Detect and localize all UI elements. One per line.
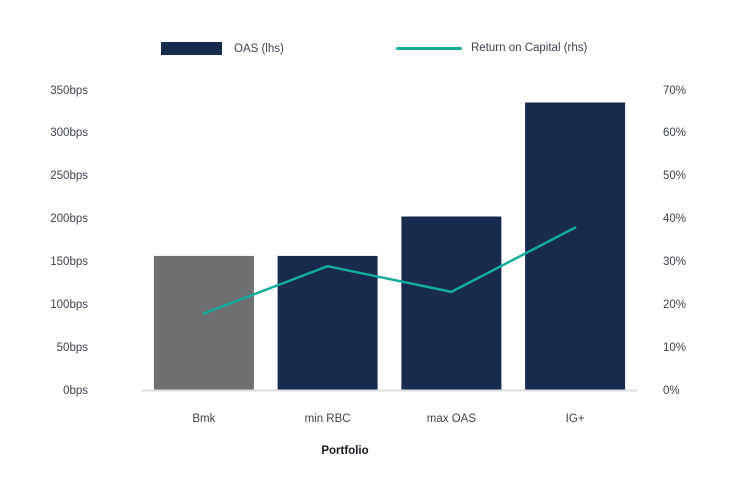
category-label: IG+ xyxy=(565,413,585,425)
left-axis-tick: 200bps xyxy=(50,213,88,226)
x-axis-title: Portfolio xyxy=(321,445,369,457)
legend-label-roc: Return on Capital (rhs) xyxy=(471,42,588,54)
left-axis-tick: 150bps xyxy=(50,255,88,268)
left-axis-tick: 250bps xyxy=(50,170,88,183)
oas-bar-bmk xyxy=(153,255,254,391)
line-series-swatch xyxy=(396,46,462,50)
left-axis-tick: 50bps xyxy=(56,341,88,354)
oas-bar-max-oas xyxy=(401,216,502,391)
right-axis-tick: 10% xyxy=(663,341,687,354)
oas-bar-min-rbc xyxy=(277,255,378,391)
right-axis-tick: 40% xyxy=(663,213,687,226)
category-label: min RBC xyxy=(304,413,351,425)
left-axis-tick: 0bps xyxy=(63,384,88,397)
category-label: max OAS xyxy=(426,413,476,425)
right-axis-tick: 20% xyxy=(663,298,687,311)
right-axis-tick: 50% xyxy=(663,170,687,183)
right-axis-tick: 0% xyxy=(663,384,680,397)
legend-item-oas: OAS (lhs) xyxy=(161,42,284,55)
right-axis-tick: 60% xyxy=(663,127,687,140)
legend-label-oas: OAS (lhs) xyxy=(234,42,284,55)
right-axis-tick: 70% xyxy=(663,84,687,97)
chart-legend: OAS (lhs) Return on Capital (rhs) xyxy=(0,40,737,58)
left-axis-tick: 350bps xyxy=(50,84,88,97)
legend-item-roc: Return on Capital (rhs) xyxy=(396,42,587,54)
right-axis-tick: 30% xyxy=(663,255,687,268)
left-axis-tick: 300bps xyxy=(50,127,88,140)
category-label: Bmk xyxy=(192,413,216,425)
roc-line xyxy=(202,226,577,315)
oas-bar-ig- xyxy=(525,102,626,391)
left-axis-tick: 100bps xyxy=(50,298,88,311)
bar-series-swatch xyxy=(161,42,222,55)
